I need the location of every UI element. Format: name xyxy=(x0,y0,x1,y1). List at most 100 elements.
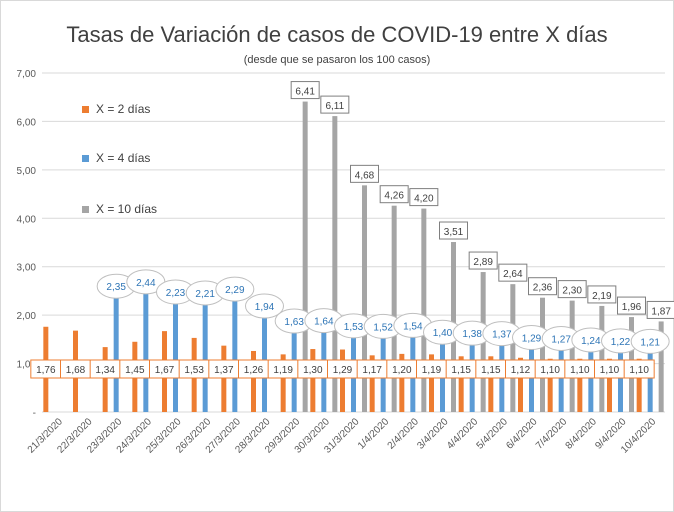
bar-x10 xyxy=(658,321,664,412)
legend-label: X = 4 días xyxy=(96,151,150,165)
data-label: 1,40 xyxy=(433,328,453,339)
x-tick-label: 1/4/2020 xyxy=(356,416,392,452)
y-tick-label: 4,00 xyxy=(17,214,37,225)
legend-swatch xyxy=(82,106,89,113)
data-label-box xyxy=(290,81,320,100)
y-tick-label: 2,00 xyxy=(17,311,37,322)
bar-x4 xyxy=(232,301,238,412)
x-tick-label: 5/4/2020 xyxy=(475,416,511,452)
data-label-box xyxy=(320,95,350,114)
data-label: 4,68 xyxy=(355,170,375,181)
data-label: 2,19 xyxy=(592,291,612,302)
data-label: 3,51 xyxy=(444,227,464,238)
data-label-bubble xyxy=(215,276,255,302)
data-label-box xyxy=(409,188,439,207)
data-label: 1,26 xyxy=(244,365,264,376)
bar-x2 xyxy=(369,355,375,412)
data-label: 1,68 xyxy=(66,365,86,376)
data-label: 1,52 xyxy=(373,322,393,333)
bar-x10 xyxy=(599,305,605,412)
chart-subtitle: (desde que se pasaron los 100 casos) xyxy=(243,54,431,66)
bar-x2 xyxy=(310,349,316,412)
bar-x2 xyxy=(547,358,553,412)
data-label: 2,64 xyxy=(503,269,523,280)
data-label: 1,63 xyxy=(284,317,304,328)
data-label-box xyxy=(439,221,468,240)
data-label: 2,36 xyxy=(533,283,553,294)
data-label: 1,37 xyxy=(214,365,234,376)
data-label-box xyxy=(623,359,655,379)
legend-label: X = 2 días xyxy=(96,102,150,116)
data-label: 1,15 xyxy=(451,365,471,376)
data-label: 2,44 xyxy=(136,278,156,289)
bar-x4 xyxy=(113,298,119,412)
y-tick-label: 7,00 xyxy=(17,69,37,80)
bar-x2 xyxy=(221,345,227,412)
data-label: 1,30 xyxy=(303,365,323,376)
data-label: 1,87 xyxy=(651,306,671,317)
bar-x2 xyxy=(399,353,405,412)
legend-swatch xyxy=(82,155,89,162)
x-tick-label: 2/4/2020 xyxy=(386,416,422,452)
data-label-box xyxy=(646,300,674,319)
data-label: 1,19 xyxy=(273,365,293,376)
data-label: 1,15 xyxy=(481,365,501,376)
data-label: 1,10 xyxy=(540,365,560,376)
data-label: 1,45 xyxy=(125,365,145,376)
bar-x2 xyxy=(251,350,256,412)
data-label: 1,76 xyxy=(36,365,56,376)
data-label-box xyxy=(557,280,587,299)
bar-x10 xyxy=(421,208,427,412)
bar-x10 xyxy=(362,185,367,412)
data-label: 1,17 xyxy=(362,365,382,376)
bar-x2 xyxy=(429,354,434,412)
data-label: 1,34 xyxy=(95,365,115,376)
bar-x10 xyxy=(569,300,575,412)
data-label-bubble xyxy=(630,328,670,354)
data-label-box xyxy=(617,296,646,315)
data-label: 2,30 xyxy=(562,286,582,297)
bar-x4 xyxy=(529,349,534,412)
x-tick-label: 6/4/2020 xyxy=(504,416,540,452)
data-label: 1,29 xyxy=(522,334,542,345)
bar-x2 xyxy=(636,358,642,412)
x-tick-label: 7/4/2020 xyxy=(534,416,570,452)
data-label: 1,10 xyxy=(600,365,620,376)
bar-x10 xyxy=(510,284,516,412)
y-tick-label: 5,00 xyxy=(17,166,37,177)
data-label: 1,22 xyxy=(611,337,631,348)
x-tick-label: 3/4/2020 xyxy=(415,416,451,452)
y-tick-label: - xyxy=(33,408,36,419)
x-tick-label: 8/4/2020 xyxy=(564,416,600,452)
data-label: 6,41 xyxy=(295,87,315,98)
bar-x4 xyxy=(143,293,149,412)
data-label: 1,67 xyxy=(155,365,175,376)
data-label: 1,20 xyxy=(392,365,412,376)
y-tick-label: 6,00 xyxy=(17,117,37,128)
bar-x4 xyxy=(469,345,475,412)
data-label: 1,21 xyxy=(640,337,660,348)
data-label: 2,35 xyxy=(106,282,126,293)
data-label: 2,23 xyxy=(166,288,186,299)
data-label: 1,37 xyxy=(492,330,512,341)
bar-x4 xyxy=(588,351,594,412)
bar-x2 xyxy=(518,357,523,412)
data-label-bubble xyxy=(245,293,284,319)
data-label: 1,10 xyxy=(570,365,590,376)
data-label: 4,20 xyxy=(414,194,434,205)
bar-x2 xyxy=(577,358,583,412)
data-label: 1,10 xyxy=(629,365,649,376)
data-label: 1,64 xyxy=(314,317,334,328)
legend-label: X = 10 días xyxy=(96,202,157,216)
data-label: 4,26 xyxy=(384,191,404,202)
data-label: 1,38 xyxy=(462,329,482,340)
data-label-box xyxy=(468,251,498,270)
y-tick-label: 1,00 xyxy=(17,360,37,371)
bar-x2 xyxy=(607,358,612,412)
data-label: 1,12 xyxy=(511,365,531,376)
bar-x2 xyxy=(280,354,286,412)
chart-title: Tasas de Variación de casos de COVID-19 … xyxy=(66,22,608,47)
bar-x10 xyxy=(391,205,397,412)
bar-x2 xyxy=(102,347,108,412)
